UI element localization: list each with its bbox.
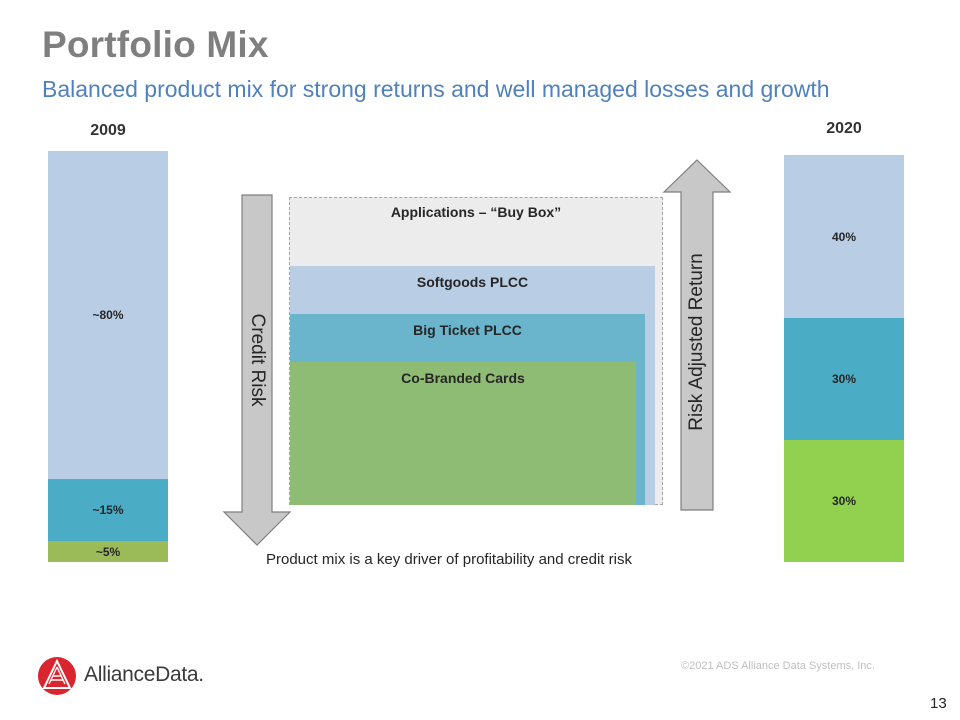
softgoods-plcc-layer: Softgoods PLCC Big Ticket PLCC Co-Brande…: [290, 266, 655, 505]
big-ticket-plcc-layer: Big Ticket PLCC Co-Branded Cards: [290, 314, 645, 505]
softgoods-plcc-label: Softgoods PLCC: [416, 274, 529, 290]
bar-segment-label: 30%: [831, 372, 857, 386]
bar-segment-label: ~15%: [92, 503, 124, 517]
bar-segment-2009-1: ~15%: [48, 479, 168, 541]
company-logo-text: AllianceData.: [84, 663, 204, 686]
credit-risk-label: Credit Risk: [247, 313, 268, 407]
bar-segment-2009-2: ~80%: [48, 151, 168, 479]
stacked-bar-2009: ~5% ~15% ~80%: [48, 151, 168, 562]
year-label-2020: 2020: [826, 120, 862, 137]
copyright-text: ©2021 ADS Alliance Data Systems, Inc.: [681, 660, 875, 672]
bar-segment-label: 30%: [831, 494, 857, 508]
applications-buy-box: Applications – “Buy Box” Softgoods PLCC …: [289, 197, 663, 505]
risk-adjusted-return-arrow: [662, 159, 732, 511]
page-subtitle: Balanced product mix for strong returns …: [42, 76, 830, 102]
co-branded-cards-label: Co-Branded Cards: [401, 370, 525, 386]
co-branded-cards-layer: Co-Branded Cards: [290, 362, 636, 505]
bar-segment-label: ~80%: [92, 308, 124, 322]
bar-segment-2020-0: 30%: [784, 440, 904, 562]
bar-segment-2009-0: ~5%: [48, 541, 168, 562]
bar-segment-2020-2: 40%: [784, 155, 904, 318]
big-ticket-plcc-label: Big Ticket PLCC: [413, 322, 522, 338]
alliance-data-logo-icon: [38, 657, 76, 695]
applications-label: Applications – “Buy Box”: [390, 204, 562, 220]
bar-segment-2020-1: 30%: [784, 318, 904, 440]
credit-risk-arrow: [222, 194, 292, 546]
year-label-2009: 2009: [90, 122, 126, 139]
bar-segment-label: ~5%: [95, 544, 121, 559]
bar-segment-label: 40%: [831, 229, 857, 244]
stacked-bar-2020: 30% 30% 40%: [784, 154, 904, 562]
caption: Product mix is a key driver of profitabi…: [266, 551, 632, 568]
page-number: 13: [930, 695, 947, 712]
risk-adjusted-return-label: Risk Adjusted Return: [686, 253, 707, 431]
page-title: Portfolio Mix: [42, 24, 269, 65]
